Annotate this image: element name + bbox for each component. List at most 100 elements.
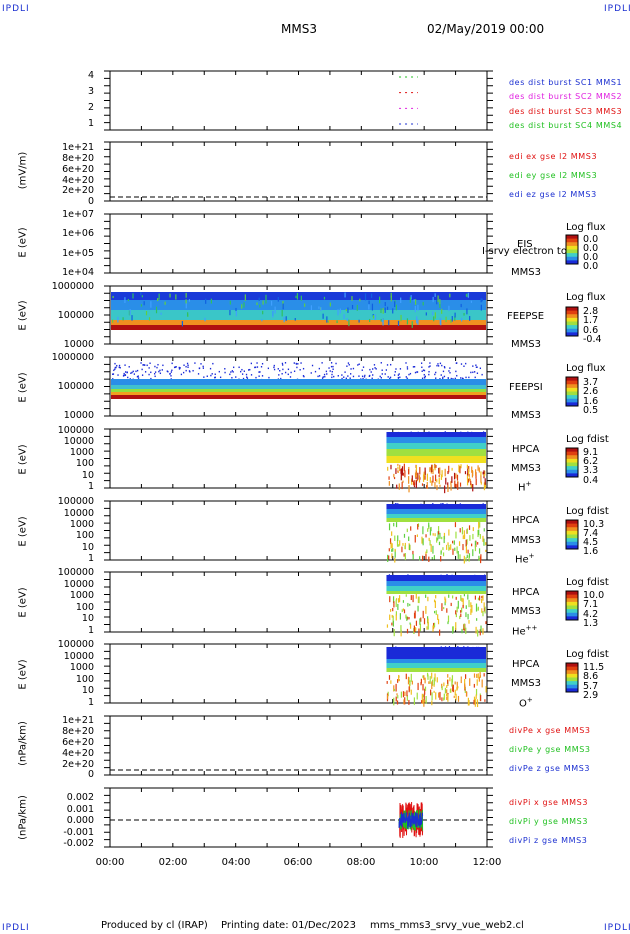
spectrogram-cell xyxy=(250,362,252,365)
spectrogram-cell xyxy=(400,297,402,303)
spectrogram-cell xyxy=(478,529,480,536)
spectrogram-cell xyxy=(425,534,427,538)
spectrogram-cell xyxy=(414,371,417,374)
species-label: He+ xyxy=(515,552,535,566)
spectrogram-cell xyxy=(210,374,212,377)
spectrogram-cell xyxy=(417,523,419,530)
spectrogram-cell xyxy=(124,364,126,366)
spectrogram-cell xyxy=(472,646,474,649)
spectrogram-cell xyxy=(429,676,431,684)
tick-label: 10 xyxy=(81,470,94,481)
spectrogram-cell xyxy=(406,616,409,620)
colorbar-value: 4.2 xyxy=(583,609,599,620)
spectrogram-cell xyxy=(394,535,396,541)
spectrogram-cell xyxy=(154,365,156,368)
spectrogram-cell xyxy=(449,689,451,693)
spectrogram-cell xyxy=(372,368,374,370)
spectrogram-cell xyxy=(468,468,470,475)
spectrogram-cell xyxy=(475,694,477,699)
spectrogram-cell xyxy=(143,301,145,306)
spectrogram-cell xyxy=(395,696,397,702)
spectrogram-cell xyxy=(224,371,226,374)
tick-label: 3 xyxy=(87,86,94,97)
tick-label: 1 xyxy=(87,118,94,129)
spectrogram-cell xyxy=(235,307,237,312)
spectrogram-cell xyxy=(474,504,477,507)
spectrogram-cell xyxy=(256,366,259,368)
spectrogram-cell xyxy=(422,504,424,507)
colorbar-cell xyxy=(566,688,578,693)
spectrogram-cell xyxy=(424,577,426,580)
spectrogram-cell xyxy=(380,362,382,364)
colorbar-value: 2.8 xyxy=(583,306,599,317)
spectrogram-cell xyxy=(390,542,392,549)
spectrogram-cell xyxy=(406,690,408,697)
spectrogram-cell xyxy=(140,292,142,296)
spectrogram-cell xyxy=(233,366,235,369)
spectrogram-cell xyxy=(290,371,292,374)
tick-label: 100 xyxy=(75,602,94,613)
spectrogram-cell xyxy=(431,464,433,472)
spectrogram-cell xyxy=(477,465,479,471)
spectrogram-cell xyxy=(483,607,485,612)
tick-label: 2 xyxy=(87,102,94,113)
spectrogram-cell xyxy=(416,575,418,578)
spectrogram-cell xyxy=(474,540,477,546)
spectrogram-cell xyxy=(463,623,465,629)
spectrogram-cell xyxy=(273,368,276,371)
spectrogram-cell xyxy=(443,682,445,687)
spectrogram-cell xyxy=(468,700,470,706)
spectrogram-cell xyxy=(445,477,447,485)
spectrogram-cell xyxy=(466,308,468,315)
colorbar-cell xyxy=(566,681,578,686)
spectrogram-cell xyxy=(230,371,232,373)
legend-edi-ex: edi ex gse l2 MMS3 xyxy=(509,152,598,161)
spectrogram-cell xyxy=(469,535,471,541)
colorbar-cell xyxy=(566,321,578,326)
spectrogram-cell xyxy=(428,366,430,368)
tick-label: 10 xyxy=(81,685,94,696)
spectrogram-cell xyxy=(399,368,402,370)
spectrogram-cell xyxy=(436,677,438,683)
tick-label: 6e+20 xyxy=(62,164,94,175)
spectrogram-cell xyxy=(471,469,474,478)
tick-label: 10000 xyxy=(63,339,94,350)
tick-label: 1000 xyxy=(69,447,94,458)
spectrogram-cell xyxy=(415,620,418,626)
colorbar-cell xyxy=(566,398,578,403)
spectrogram-cell xyxy=(396,540,399,547)
spectrogram-cell xyxy=(241,368,243,371)
spectrogram-cell xyxy=(336,320,338,324)
spectrogram-cell xyxy=(416,478,418,482)
colorbar-value: 11.5 xyxy=(583,662,605,673)
spectrogram-cell xyxy=(205,298,207,304)
spectrogram-cell xyxy=(419,556,421,561)
spectrogram-cell xyxy=(485,542,487,546)
spectrogram-cell xyxy=(476,679,478,686)
spectrogram-cell xyxy=(118,364,121,367)
spectrogram-cell xyxy=(393,649,395,652)
spectrogram-cell xyxy=(458,464,460,473)
spectrogram-cell xyxy=(480,471,482,477)
spectrogram-cell xyxy=(395,646,397,649)
spectrogram-cell xyxy=(423,675,425,680)
spectrogram-cell xyxy=(465,376,467,379)
spectrogram-cell xyxy=(447,621,449,625)
spectrogram-cell xyxy=(463,530,465,538)
tick-label: -0.002 xyxy=(63,838,94,849)
spectrogram-cell xyxy=(393,473,395,478)
spectrogram-cell xyxy=(396,700,399,705)
spectrogram-cell xyxy=(404,697,406,705)
tick-label: 1e+05 xyxy=(62,248,94,259)
spectrogram-cell xyxy=(394,371,396,373)
spectrogram-cell xyxy=(320,307,322,312)
spectrogram-cell xyxy=(442,370,445,373)
spectrogram-cell xyxy=(332,368,334,370)
spectrogram-cell xyxy=(439,576,442,579)
spectrogram-cell xyxy=(273,364,275,367)
spectrogram-cell xyxy=(478,555,480,561)
spectrogram-cell xyxy=(453,540,455,543)
spectrogram-cell xyxy=(400,314,402,322)
spectrogram-cell xyxy=(431,692,433,701)
spectrogram-cell xyxy=(119,366,121,369)
